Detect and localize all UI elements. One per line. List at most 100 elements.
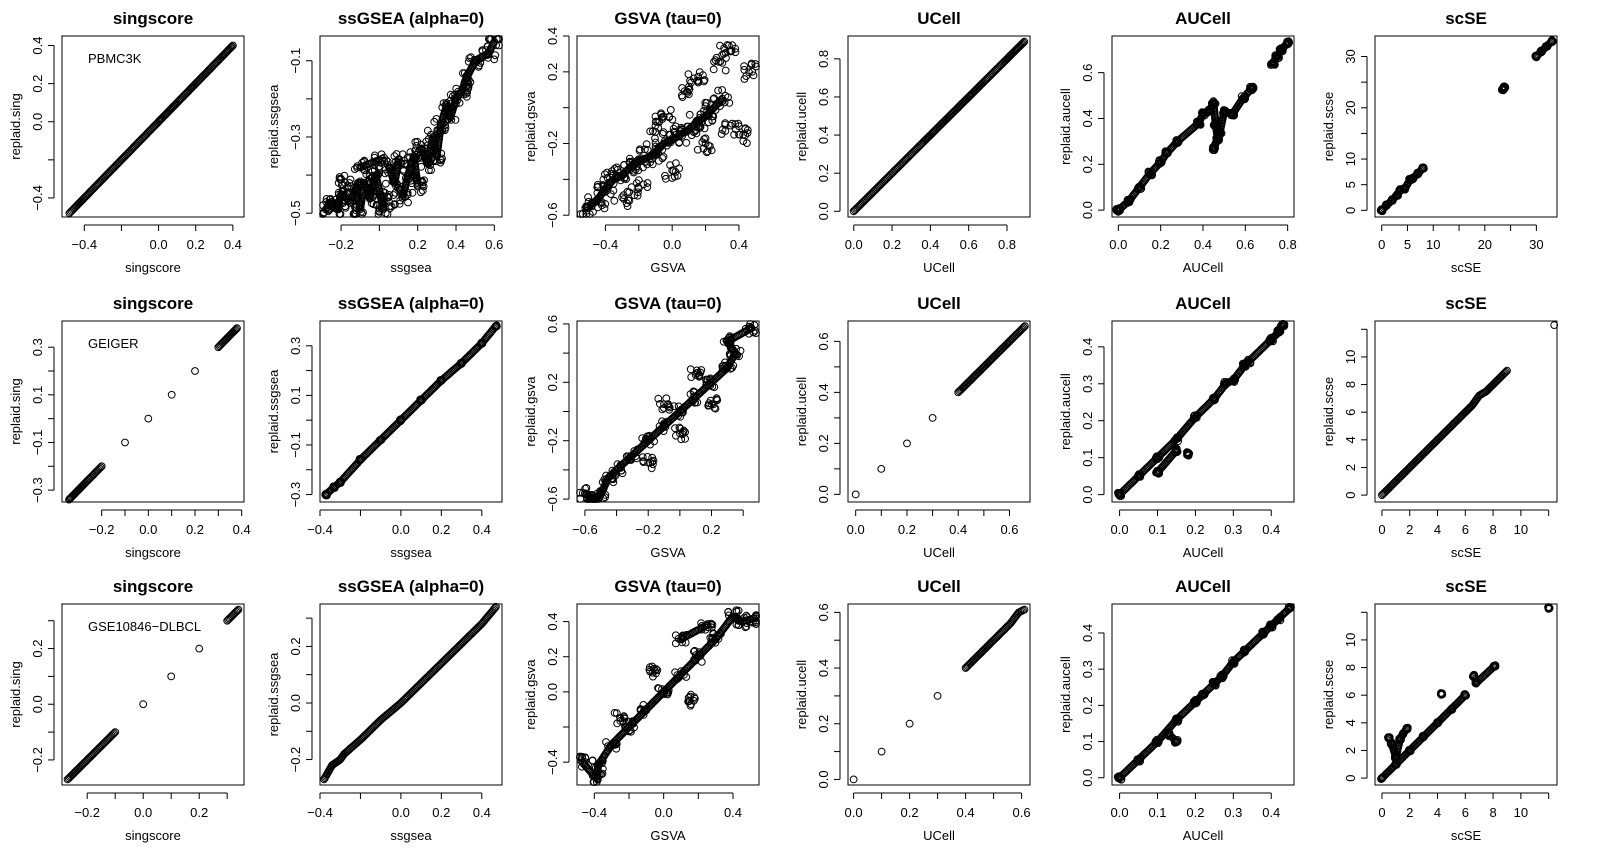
fill-point bbox=[752, 620, 760, 628]
fill-point bbox=[625, 188, 634, 197]
y-tick-label: 0.2 bbox=[1080, 696, 1095, 714]
data-point bbox=[397, 416, 405, 425]
data-point bbox=[417, 679, 426, 688]
panel-title: scSE bbox=[1445, 9, 1487, 28]
y-tick-label: 0.4 bbox=[816, 383, 831, 401]
y-axis-label: replaid.ucell bbox=[794, 660, 809, 729]
fill-point bbox=[1152, 455, 1161, 464]
fill-point bbox=[362, 170, 371, 179]
x-axis-label: AUCell bbox=[1183, 260, 1224, 275]
y-tick-label: 0.2 bbox=[816, 434, 831, 452]
panel-title: UCell bbox=[917, 577, 960, 596]
x-tick-label: 0.4 bbox=[957, 805, 975, 820]
points bbox=[65, 324, 241, 504]
fill-point bbox=[228, 42, 236, 51]
dataset-annotation: PBMC3K bbox=[88, 51, 142, 66]
data-point bbox=[961, 664, 970, 672]
panel-title: ssGSEA (alpha=0) bbox=[338, 294, 484, 313]
data-point bbox=[433, 152, 441, 160]
data-point bbox=[1378, 491, 1386, 500]
data-point bbox=[967, 375, 975, 384]
x-axis-label: UCell bbox=[923, 545, 955, 560]
fill-point bbox=[693, 398, 702, 407]
data-point bbox=[139, 700, 148, 709]
fill-point bbox=[664, 402, 673, 411]
fill-point bbox=[492, 41, 501, 50]
fill-point bbox=[1267, 61, 1275, 69]
points bbox=[1377, 603, 1554, 783]
data-point bbox=[668, 136, 677, 144]
plot-frame bbox=[319, 603, 503, 786]
data-point bbox=[659, 112, 668, 121]
data-point bbox=[74, 486, 83, 495]
panel-title: singscore bbox=[113, 294, 193, 313]
fill-point bbox=[1268, 623, 1277, 632]
data-point bbox=[1408, 174, 1417, 183]
fill-point bbox=[1211, 99, 1220, 108]
x-tick-label: 10 bbox=[1426, 237, 1440, 252]
y-axis-label: replaid.sing bbox=[8, 93, 23, 160]
fill-point bbox=[1170, 717, 1179, 726]
fill-point bbox=[728, 119, 736, 128]
x-tick-label: 0.3 bbox=[1224, 805, 1242, 820]
data-point bbox=[651, 148, 660, 157]
fill-point bbox=[227, 43, 235, 52]
data-point bbox=[618, 171, 626, 180]
fill-point bbox=[1418, 163, 1427, 172]
panel-title: AUCell bbox=[1175, 294, 1231, 313]
x-tick-label: 0.0 bbox=[1111, 805, 1129, 820]
data-point bbox=[173, 98, 182, 107]
data-point bbox=[1240, 647, 1249, 655]
data-point bbox=[1547, 37, 1556, 45]
data-point bbox=[903, 439, 911, 448]
x-axis-label: GSVA bbox=[650, 545, 685, 560]
y-tick-label: 0.6 bbox=[1080, 64, 1095, 82]
data-point bbox=[437, 659, 446, 668]
x-tick-label: 0.4 bbox=[1262, 522, 1280, 537]
data-point bbox=[731, 349, 740, 358]
y-tick-label: −0.6 bbox=[545, 202, 560, 228]
y-tick-label: 4 bbox=[1343, 719, 1358, 726]
data-point bbox=[99, 175, 107, 183]
x-tick-label: −0.2 bbox=[635, 522, 661, 537]
fill-point bbox=[1019, 323, 1028, 332]
scatter-panel: GSVA (tau=0)−0.4 0.0 0.4GSVA−0.6−0.20.20.4… bbox=[523, 9, 760, 275]
data-point bbox=[626, 162, 635, 171]
fill-point bbox=[623, 202, 632, 211]
x-tick-label: 0.0 bbox=[847, 522, 865, 537]
fill-point bbox=[1214, 129, 1223, 138]
fill-point bbox=[665, 113, 674, 122]
points bbox=[576, 41, 760, 218]
fill-point bbox=[437, 125, 446, 134]
x-tick-label: 0 bbox=[1378, 237, 1385, 252]
data-point bbox=[578, 758, 587, 767]
data-point bbox=[136, 136, 144, 145]
data-point bbox=[604, 473, 613, 482]
data-point bbox=[413, 182, 422, 191]
fill-point bbox=[451, 116, 460, 124]
data-point bbox=[356, 163, 365, 172]
data-point bbox=[390, 178, 399, 187]
plot-frame bbox=[1374, 603, 1558, 786]
y-tick-label: 0.3 bbox=[30, 338, 45, 356]
fill-point bbox=[616, 461, 625, 469]
data-point bbox=[65, 209, 74, 218]
data-point bbox=[729, 612, 737, 621]
plot-frame bbox=[1111, 603, 1295, 786]
data-point bbox=[1401, 184, 1409, 193]
y-tick-label: 0.0 bbox=[816, 770, 831, 788]
data-point bbox=[446, 114, 455, 122]
fill-point bbox=[714, 86, 722, 95]
data-point bbox=[442, 102, 451, 111]
fill-point bbox=[677, 435, 686, 444]
fill-point bbox=[619, 170, 628, 179]
data-point bbox=[1172, 435, 1181, 444]
fill-point bbox=[681, 428, 689, 437]
fill-point bbox=[347, 182, 356, 191]
data-point bbox=[581, 489, 589, 498]
fill-point bbox=[665, 136, 674, 145]
fill-point bbox=[715, 98, 724, 107]
data-point bbox=[933, 692, 942, 700]
